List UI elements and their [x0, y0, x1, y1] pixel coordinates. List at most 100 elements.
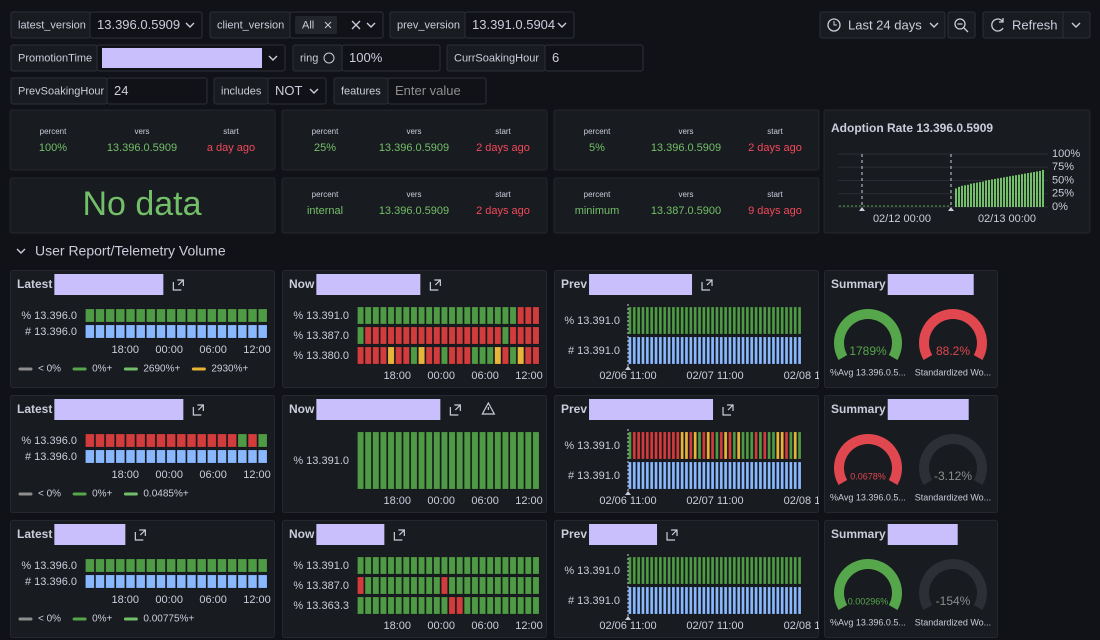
variable-value-box[interactable] — [545, 45, 643, 71]
state-cell — [502, 327, 508, 344]
x-tick-label: 02/07 11:00 — [686, 370, 743, 382]
state-cell — [86, 434, 95, 447]
state-cell — [681, 307, 684, 334]
state-cell — [663, 432, 666, 459]
state-cell — [157, 325, 166, 338]
variable[interactable]: prev_version13.391.0.5904 — [390, 12, 574, 38]
variable[interactable]: includesNOT — [214, 78, 326, 104]
state-cell — [187, 325, 196, 338]
panel: Summary1789%%Avg 13.396.0.5...88.2%Stand… — [825, 271, 998, 388]
bar — [1039, 171, 1041, 207]
stat-field-value: 13.396.0.5909 — [379, 205, 449, 217]
zoom-out-button[interactable] — [948, 12, 975, 38]
stat-field-value: 9 days ago — [748, 205, 802, 217]
stat-field-value: 25% — [314, 142, 336, 154]
state-cell — [742, 557, 745, 584]
state-cell — [126, 559, 135, 572]
variable[interactable]: PrevSoakingHour24 — [11, 78, 207, 104]
state-cell — [419, 432, 425, 489]
state-cell — [681, 462, 684, 489]
state-cell — [126, 325, 135, 338]
variable[interactable]: ring100% — [293, 45, 440, 71]
state-cell — [480, 577, 486, 594]
bar — [994, 179, 996, 207]
state-cell — [676, 337, 679, 364]
state-cell — [785, 307, 788, 334]
gauge-label: %Avg 13.396.0.5... — [830, 492, 906, 502]
redacted — [54, 524, 125, 545]
state-cell — [789, 432, 792, 459]
stat-field-label: percent — [40, 127, 67, 136]
state-cell — [403, 432, 409, 489]
state-cell — [218, 434, 227, 447]
state-cell — [258, 559, 267, 572]
variable-label: PromotionTime — [18, 52, 92, 64]
state-cell — [419, 347, 425, 364]
stat-panel: percent25%vers13.396.0.5909start2 days a… — [282, 110, 547, 170]
x-tick-label: 12:00 — [243, 344, 271, 356]
x-tick-label: 18:00 — [111, 594, 139, 606]
state-cell — [380, 597, 386, 614]
panel: Summary0.0678%%Avg 13.396.0.5...-3.12%St… — [825, 396, 998, 513]
y-tick-label: 25% — [1052, 188, 1074, 200]
state-cell — [373, 597, 379, 614]
state-cell — [759, 307, 762, 334]
stat-panel: percent100%vers13.396.0.5909starta day a… — [10, 110, 275, 170]
state-cell — [776, 462, 779, 489]
state-cell — [187, 450, 196, 463]
state-cell — [373, 577, 379, 594]
state-cell — [785, 337, 788, 364]
state-cell — [510, 347, 516, 364]
stat-field-label: start — [495, 127, 511, 136]
state-cell — [136, 309, 145, 322]
state-cell — [396, 577, 402, 594]
state-cell — [464, 577, 470, 594]
state-cell — [449, 597, 455, 614]
refresh-button[interactable]: Refresh — [983, 12, 1090, 38]
x-tick-label: 12:00 — [515, 370, 543, 382]
state-cell — [789, 587, 792, 614]
state-cell — [689, 337, 692, 364]
variable[interactable]: client_versionAll — [210, 12, 383, 38]
state-cell — [258, 450, 267, 463]
state-cell — [157, 309, 166, 322]
state-cell — [518, 307, 524, 324]
variable[interactable]: PromotionTime — [11, 45, 285, 71]
bar — [1033, 172, 1035, 207]
gauge-label: %Avg 13.396.0.5... — [830, 617, 906, 627]
state-cell — [187, 575, 196, 588]
state-cell — [238, 309, 247, 322]
state-cell — [729, 462, 732, 489]
state-cell — [716, 557, 719, 584]
state-cell — [668, 307, 671, 334]
state-cell — [502, 557, 508, 574]
state-cell — [96, 325, 105, 338]
state-cell — [441, 327, 447, 344]
time-picker[interactable]: Last 24 days — [820, 12, 945, 38]
state-cell — [218, 575, 227, 588]
state-cell — [685, 557, 688, 584]
state-cell — [533, 347, 539, 364]
state-cell — [794, 587, 797, 614]
state-cell — [434, 327, 440, 344]
variable[interactable]: CurrSoakingHour6 — [447, 45, 643, 71]
state-cell — [403, 597, 409, 614]
state-cell — [419, 577, 425, 594]
variable[interactable]: latest_version13.396.0.5909 — [11, 12, 202, 38]
state-cell — [502, 577, 508, 594]
state-cell — [495, 557, 501, 574]
state-cell — [396, 432, 402, 489]
row-label: % 13.387.0 — [293, 580, 349, 592]
bar — [1018, 175, 1020, 207]
x-tick-label: 06:00 — [199, 594, 227, 606]
x-tick-label: 12:00 — [243, 469, 271, 481]
x-tick-label: 02/06 11:00 — [599, 620, 656, 632]
no-data-panel: No data — [10, 178, 275, 233]
legend-label: 2930%+ — [211, 364, 248, 375]
state-cell — [646, 462, 649, 489]
state-cell — [403, 327, 409, 344]
variable[interactable]: featuresEnter value — [334, 78, 486, 104]
state-cell — [464, 557, 470, 574]
state-cell — [495, 432, 501, 489]
